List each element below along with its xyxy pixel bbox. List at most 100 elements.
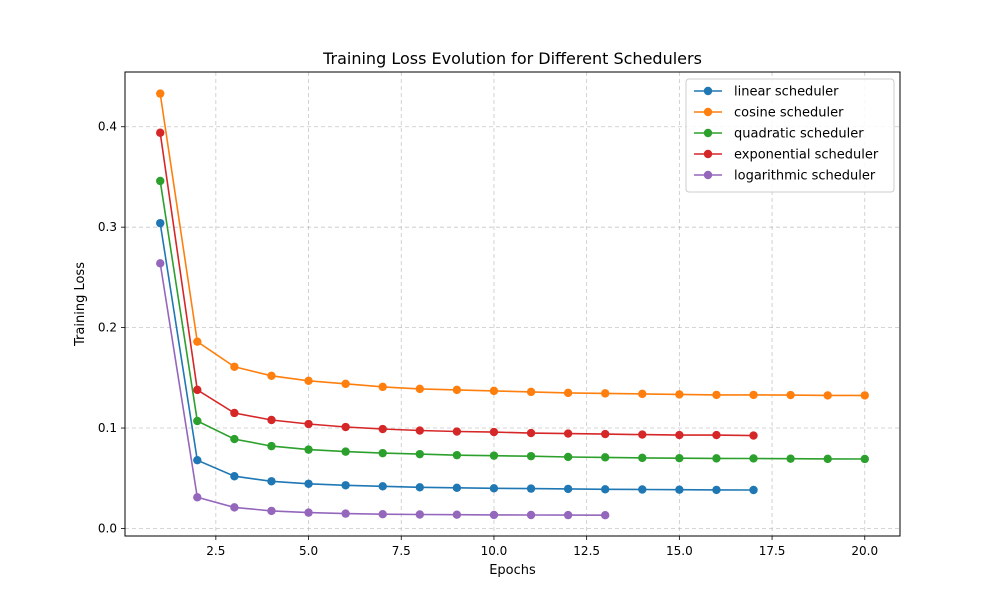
data-point [489,451,499,460]
data-point [749,431,758,440]
data-point [489,484,499,493]
data-point [267,415,276,425]
data-point [378,448,387,458]
data-point [378,510,387,519]
axes: 2.5 5.0 7.5 10.0 12.5 15.0 17.5 20.0 0.0 0.1 0.2 0.… [98,120,878,558]
legend-marker [703,107,713,117]
legend-marker [703,86,713,96]
series-line [159,180,865,460]
data-point [601,429,610,439]
data-point [415,384,424,394]
data-point [712,454,721,463]
data-point [156,89,165,98]
data-point [230,503,239,512]
data-point [823,391,832,400]
data-point [452,510,462,519]
data-point [452,385,462,395]
data-point [193,455,202,465]
data-point [749,485,758,495]
data-point [675,390,684,399]
x-tick-label: 2.5 [206,544,225,558]
legend-marker [703,128,713,138]
series-line [159,223,754,491]
data-point [526,428,536,438]
data-point [638,430,647,439]
data-point [156,176,165,186]
data-point [563,388,573,398]
data-point [193,416,202,426]
data-point [675,430,684,440]
data-point [341,481,350,490]
data-point [341,379,350,389]
legend-label: quadratic scheduler [734,127,864,142]
data-point [304,479,313,488]
legend-label: cosine scheduler [734,106,844,121]
legend-label: logarithmic scheduler [734,169,876,184]
data-point [341,509,350,518]
data-point [860,391,869,400]
legend-item: quadratic scheduler [694,127,864,142]
data-point [749,390,758,400]
data-point [304,376,313,386]
plot-frame [124,71,901,537]
data-point [378,424,387,434]
data-point [749,454,758,463]
data-point [156,128,165,137]
data-point [786,454,795,463]
data-point [156,218,165,228]
data-point [563,452,573,462]
series-line [159,93,865,397]
data-point [675,453,684,463]
data-point [638,389,647,399]
data-point [601,511,610,520]
legend-marker [703,149,713,159]
data-point [156,259,165,268]
data-point [193,337,202,346]
data-point [823,454,832,464]
data-point [563,484,573,494]
data-point [675,485,684,494]
legend-item: logarithmic scheduler [694,169,876,184]
data-point [712,390,721,400]
data-point [563,429,573,438]
legend-marker [703,170,713,180]
data-point [415,483,424,492]
data-point [601,485,610,494]
x-tick-label: 10.0 [481,544,508,558]
data-point [378,382,387,392]
legend-label: linear scheduler [734,85,839,100]
data-point [860,454,869,464]
y-tick-label: 0.3 [98,220,117,234]
chart-title: Training Loss Evolution for Different Sc… [322,49,702,68]
series-5 [156,259,610,520]
data-point [230,434,239,444]
data-point [304,419,313,429]
data-point [304,445,313,454]
series-3 [156,176,869,464]
data-point [638,453,647,463]
x-axis-label: Epochs [489,563,536,578]
data-point [267,441,276,451]
y-axis-label: Training Loss [73,262,88,347]
legend-box [685,78,895,193]
data-point [267,506,276,516]
y-tick-label: 0.1 [98,421,117,435]
data-point [230,472,239,481]
x-tick-label: 12.5 [573,544,600,558]
y-tick-label: 0.4 [98,120,117,134]
data-point [786,390,795,400]
series-1 [156,218,758,495]
legend: linear scheduler cosine scheduler quadrati… [685,78,895,193]
data-point [230,408,239,418]
series-layer [156,89,869,520]
data-point [452,427,462,436]
data-point [267,477,276,486]
data-point [452,450,462,460]
y-tick-label: 0.0 [98,521,117,535]
data-point [526,510,536,520]
data-point [601,389,610,398]
data-point [304,508,313,517]
data-point [526,387,536,397]
data-point [489,427,499,437]
